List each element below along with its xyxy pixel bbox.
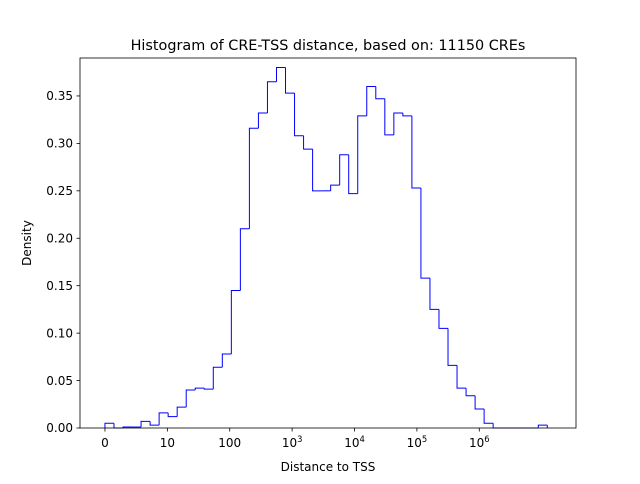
x-axis-label: Distance to TSS [281, 460, 376, 474]
histogram-bin [185, 389, 196, 408]
histogram-bin [104, 422, 114, 428]
histogram-bin [375, 86, 385, 100]
x-tick-label: 106 [469, 434, 490, 450]
histogram-bin [294, 93, 304, 137]
histogram-bin [411, 115, 421, 189]
histogram-bin [420, 187, 430, 279]
chart-title: Histogram of CRE-TSS distance, based on:… [131, 38, 526, 54]
x-tick-label: 105 [407, 434, 428, 450]
histogram-bin [303, 135, 313, 150]
histogram-bin [330, 184, 340, 191]
plot-frame [79, 57, 577, 429]
x-tick-label: 0 [101, 436, 109, 450]
histogram-bin [248, 127, 259, 229]
x-tick-label: 10 [160, 436, 175, 450]
y-axis: 0.00 0.05 0.10 0.15 0.20 0.25 0.30 0.35 [46, 89, 80, 435]
y-tick-label: 0.15 [46, 279, 73, 293]
histogram-bin [149, 421, 160, 426]
y-tick-label: 0.25 [46, 184, 73, 198]
histogram-bin [275, 66, 286, 82]
histogram-bin [266, 81, 277, 114]
histogram-bin [212, 366, 223, 390]
histogram-bin [176, 406, 187, 417]
histogram-bin [357, 115, 367, 194]
histogram-bin [402, 113, 412, 117]
histogram-bin [285, 67, 295, 94]
y-tick-label: 0.00 [46, 421, 73, 435]
histogram-bin [384, 98, 394, 136]
histogram-bin [348, 154, 358, 195]
histogram-bin [257, 112, 268, 129]
histogram-bin [366, 85, 376, 116]
histogram-bin [113, 423, 124, 429]
histogram-bin [429, 278, 439, 310]
histogram-bin [312, 149, 322, 192]
y-tick-label: 0.35 [46, 89, 73, 103]
histogram-bin [492, 423, 503, 429]
histogram-bin [438, 309, 449, 329]
y-axis-label: Density [20, 220, 34, 266]
histogram-bin [221, 353, 232, 368]
histogram-bin [393, 112, 403, 135]
histogram-bin [167, 412, 178, 418]
histogram-bin [194, 387, 205, 391]
y-tick-label: 0.10 [46, 326, 73, 340]
histogram-bin [230, 289, 241, 354]
histogram-bin [483, 409, 494, 424]
plot-area [104, 66, 548, 429]
x-tick-label: 103 [282, 434, 303, 450]
histogram-bin [456, 365, 467, 389]
histogram-bin [203, 388, 214, 390]
x-tick-label: 104 [344, 434, 365, 450]
histogram-bin [140, 420, 151, 428]
y-tick-label: 0.05 [46, 374, 73, 388]
x-axis: 0 10 100 103 104 105 106 [101, 428, 490, 450]
histogram-bin [537, 424, 548, 428]
y-tick-label: 0.30 [46, 137, 73, 151]
histogram-bin [158, 412, 169, 426]
histogram-bin [465, 388, 476, 397]
histogram-bin [474, 395, 485, 410]
x-tick-label: 100 [218, 436, 241, 450]
y-tick-label: 0.20 [46, 231, 73, 245]
histogram-bin [339, 154, 349, 186]
histogram-bin [239, 228, 250, 291]
histogram-bin [447, 328, 458, 366]
